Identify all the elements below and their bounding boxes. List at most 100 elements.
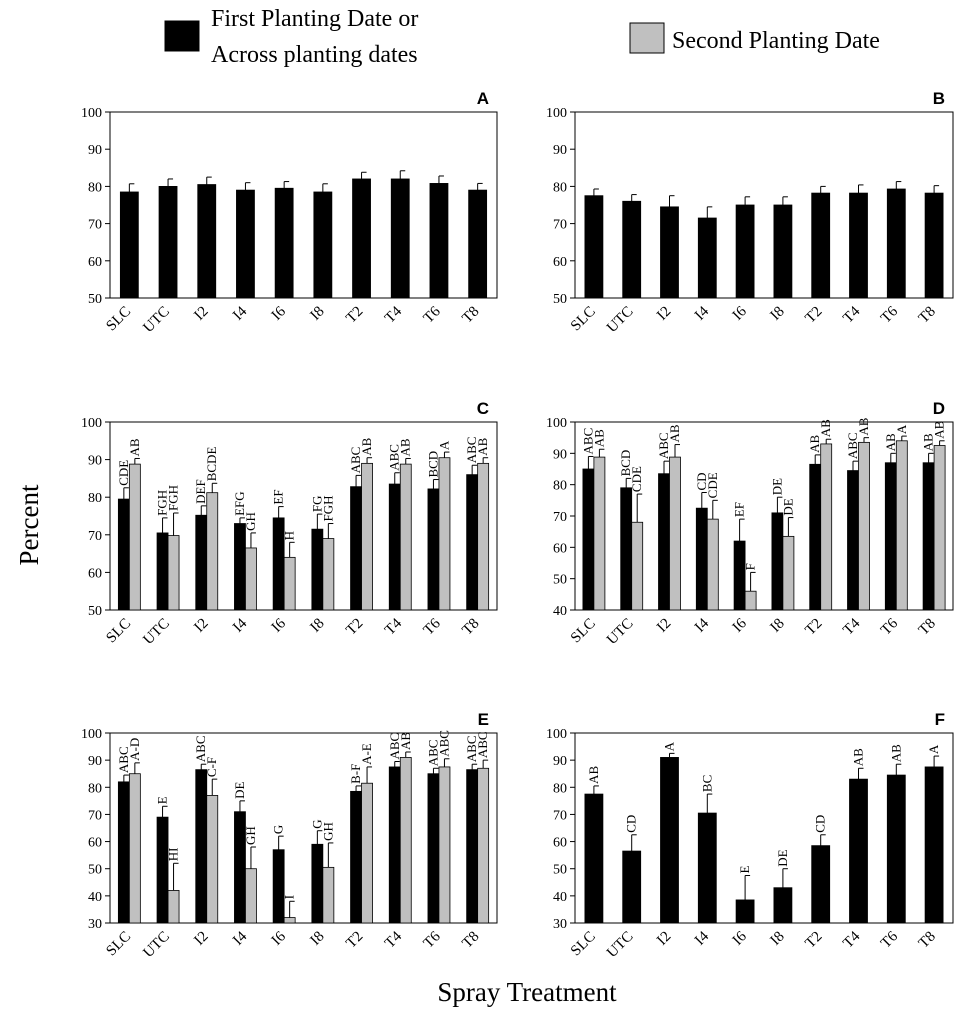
panel-e-ytick-label: 70 (88, 808, 102, 823)
panel-f-bar (924, 766, 944, 924)
panel-e-bar (388, 766, 401, 924)
panel-d-category-label: T8 (916, 616, 939, 639)
panel-e-bar (245, 868, 257, 924)
panel-e-bar (117, 781, 130, 924)
panel-b-ytick-label: 90 (553, 143, 567, 158)
panel-e-bar (361, 782, 373, 924)
panel-e-category-label: T2 (343, 929, 366, 952)
panel-b-bar (697, 217, 717, 299)
panel-e-ytick-label: 40 (88, 890, 102, 905)
panel-a-category-label: T4 (382, 303, 405, 326)
panel-d-significance-label: AB (856, 417, 871, 435)
panel-b-bar (886, 188, 906, 299)
panel-e-bar (427, 773, 440, 924)
panel-a-bar (390, 178, 410, 299)
panel-e-significance-label: GH (320, 822, 335, 841)
panel-f-category-label: T8 (916, 929, 939, 952)
panel-e-significance-label: ABC (425, 740, 440, 767)
panel-c-significance-label: GH (243, 512, 258, 531)
panel-c-ytick-label: 80 (88, 491, 102, 506)
panel-a-bar (158, 185, 178, 299)
panel-d-category-label: I4 (692, 615, 713, 636)
panel-c-significance-label: BCDE (204, 447, 219, 482)
panel-e-category-label: T4 (382, 928, 405, 951)
panel-a-bar (429, 183, 449, 299)
panel-d-significance-label: AB (667, 424, 682, 442)
panel-c-significance-label: FGH (166, 485, 181, 511)
panel-f-category-label: T4 (840, 928, 863, 951)
panel-c-bar (438, 457, 451, 611)
panel-c-category-label: I8 (308, 616, 328, 636)
panel-f-category-label: UTC (604, 929, 637, 962)
panel-f-significance-label: CD (624, 815, 639, 833)
panel-f-ytick-label: 90 (553, 754, 567, 769)
panel-d-bar (669, 456, 681, 611)
panel-d-significance-label: DE (780, 498, 795, 515)
panel-b-category-label: I8 (768, 304, 788, 324)
panel-d-category-label: T2 (802, 616, 825, 639)
panel-f-category-label: I6 (730, 928, 751, 949)
panel-b-bar (622, 200, 642, 299)
panel-d-ytick-label: 90 (553, 447, 567, 462)
panel-f-bar (886, 774, 906, 924)
panel-e-significance-label: ABC (436, 730, 451, 757)
panel-c-significance-label: ABC (348, 447, 363, 474)
panel-e-category-label: I2 (191, 929, 211, 949)
panel-e-bar (167, 890, 180, 924)
panel-a-bar (313, 191, 333, 299)
panel-f-bar (735, 899, 755, 924)
panel-b-ytick-label: 60 (553, 255, 567, 270)
panel-e-category-label: T8 (459, 929, 482, 952)
panel-c-category-label: UTC (140, 616, 173, 649)
panel-d-bar (733, 540, 746, 611)
panel-d-bar (631, 521, 644, 611)
panel-b-category-label: T8 (916, 304, 939, 327)
panel-c-significance-label: H (282, 531, 297, 540)
panel-e-significance-label: ABC (387, 733, 402, 760)
panel-b-ytick-label: 100 (546, 106, 567, 121)
panel-d-bar (895, 440, 908, 611)
panel-f-significance-label: AB (851, 748, 866, 766)
panel-c-label: C (477, 399, 489, 418)
panel-c-significance-label: EFG (232, 491, 247, 516)
panel-d-bar (593, 456, 606, 611)
panel-e-ytick-label: 90 (88, 754, 102, 769)
panel-e-bar (350, 790, 362, 924)
panel-d-ytick-label: 60 (553, 541, 567, 556)
panel-b-bar (811, 192, 831, 299)
panel-e-category-label: I4 (230, 928, 251, 949)
legend-label-first-line1: First Planting Date or (211, 6, 418, 32)
panel-c-bar (466, 474, 479, 611)
panel-e-category-label: I8 (308, 929, 328, 949)
panel-f-significance-label: DE (775, 849, 790, 866)
panel-e: E30405060708090100SLCABCA-DUTCEHII2ABCC-… (81, 710, 498, 961)
panel-f-significance-label: CD (813, 815, 828, 833)
panel-f-bar (584, 793, 604, 924)
panel-e-significance-label: B-F (348, 764, 363, 784)
panel-e-bar (128, 773, 141, 924)
panel-d-significance-label: ABC (580, 428, 595, 455)
panel-b-bar (924, 192, 944, 299)
panel-c-significance-label: DEF (193, 479, 208, 504)
panel-f-bar (697, 812, 717, 924)
panel-c-bar (477, 462, 490, 611)
panel-d-category-label: I2 (654, 616, 674, 636)
panel-d-bar (933, 445, 946, 611)
panel-f-ytick-label: 40 (553, 890, 567, 905)
panel-a-bar (274, 187, 294, 299)
panel-c-significance-label: AB (127, 438, 142, 456)
panel-e-ytick-label: 100 (81, 727, 102, 742)
panel-a-ytick-label: 80 (88, 180, 102, 195)
panel-f-category-label: I8 (768, 929, 788, 949)
panel-b-category-label: T2 (802, 304, 825, 327)
panel-e-significance-label: GH (243, 826, 258, 845)
panel-b-bar (849, 192, 868, 299)
panel-d-significance-label: F (743, 563, 758, 570)
panel-d-category-label: I8 (768, 616, 788, 636)
panel-b-ytick-label: 50 (553, 292, 567, 307)
panel-b-category-label: I2 (654, 304, 674, 324)
panel-b-category-label: T4 (840, 303, 863, 326)
panel-c-significance-label: A (436, 440, 451, 450)
panel-c-bar (234, 523, 246, 611)
